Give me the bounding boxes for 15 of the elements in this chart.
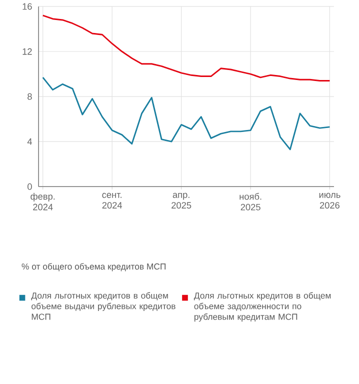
line-series (42, 76, 330, 150)
y-tick-label: 16 (22, 3, 32, 10)
y-tick-label: 4 (27, 138, 32, 145)
line-series (42, 14, 330, 82)
x-tick-label: июль 2026 (319, 192, 340, 209)
y-tick-label: 12 (22, 48, 32, 55)
x-tick-label: апр. 2025 (171, 192, 191, 209)
x-tick-label: февр. 2024 (30, 192, 54, 210)
legend-label: Доля льготных кредитов в общем объеме задолженности по рублевым кредитам МСП (194, 292, 330, 322)
text: % от общего объема кредитов МСП (22, 263, 166, 272)
y-tick-label: 0 (27, 183, 32, 190)
y-tick-label: 8 (27, 93, 32, 100)
x-tick-label: нояб. 2025 (240, 192, 262, 210)
x-tick-label: сент. 2024 (102, 192, 122, 209)
legend-label: Доля льготных кредитов в общем объеме выдачи рублевых кредитов МСП (31, 292, 176, 320)
